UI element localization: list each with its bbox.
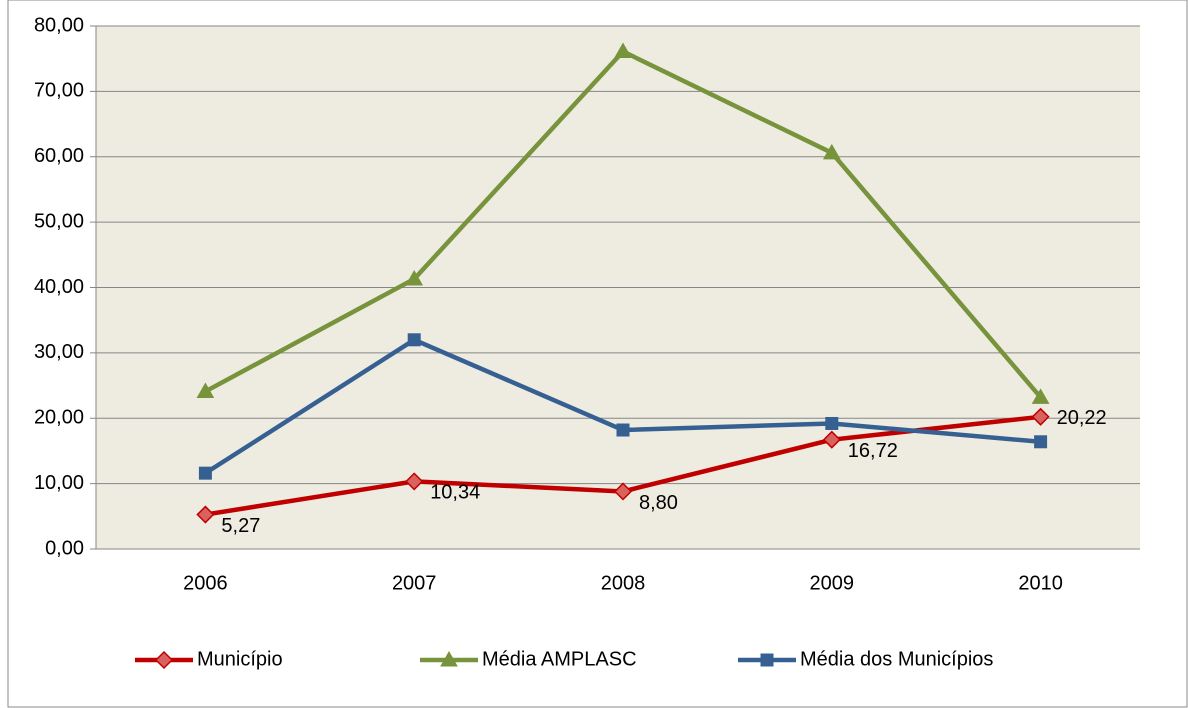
y-tick-label: 10,00 (34, 472, 84, 494)
data-point (1031, 388, 1050, 404)
data-point (614, 42, 632, 58)
y-tick-label: 20,00 (34, 407, 84, 429)
legend-marker (440, 650, 458, 667)
data-label: 20,22 (1057, 407, 1107, 429)
y-tick-label: 80,00 (34, 14, 84, 36)
data-label: 8,80 (639, 492, 678, 514)
data-point (822, 143, 841, 160)
legend-label: Média AMPLASC (482, 648, 637, 670)
legend-label: Município (197, 648, 283, 670)
data-point (405, 472, 424, 491)
data-label: 16,72 (848, 440, 898, 462)
data-point (825, 416, 839, 430)
data-point (407, 333, 421, 347)
data-point (196, 382, 215, 398)
x-tick-label: 2006 (183, 572, 228, 594)
data-label: 5,27 (221, 515, 260, 537)
legend-marker (154, 650, 174, 670)
x-tick-label: 2009 (810, 572, 855, 594)
data-point (822, 430, 841, 449)
data-point (613, 482, 633, 501)
x-tick-label: 2008 (601, 572, 646, 594)
y-tick-label: 70,00 (34, 80, 84, 102)
y-tick-label: 0,00 (45, 537, 84, 559)
x-tick-label: 2010 (1018, 572, 1063, 594)
legend-marker (760, 653, 774, 667)
y-tick-label: 30,00 (34, 341, 84, 363)
data-point (616, 423, 630, 437)
data-point (1031, 407, 1050, 426)
data-label: 10,34 (430, 482, 480, 504)
y-tick-label: 40,00 (34, 276, 84, 298)
data-point (405, 269, 424, 286)
data-point (198, 466, 212, 480)
x-tick-label: 2007 (392, 572, 437, 594)
data-point (1034, 435, 1048, 449)
y-tick-label: 50,00 (34, 210, 84, 232)
y-tick-label: 60,00 (34, 145, 84, 167)
data-point (196, 505, 215, 524)
legend-label: Média dos Municípios (800, 648, 993, 670)
